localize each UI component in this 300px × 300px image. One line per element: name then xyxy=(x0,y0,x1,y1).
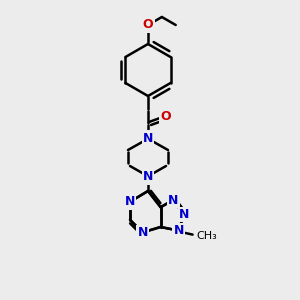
Text: N: N xyxy=(179,208,189,221)
Text: N: N xyxy=(143,170,153,184)
Text: CH₃: CH₃ xyxy=(196,231,217,241)
Text: O: O xyxy=(143,19,153,32)
Text: N: N xyxy=(125,195,135,208)
Text: N: N xyxy=(143,131,153,145)
Text: O: O xyxy=(161,110,171,122)
Text: N: N xyxy=(168,194,178,206)
Text: N: N xyxy=(137,226,148,239)
Text: N: N xyxy=(173,224,184,237)
